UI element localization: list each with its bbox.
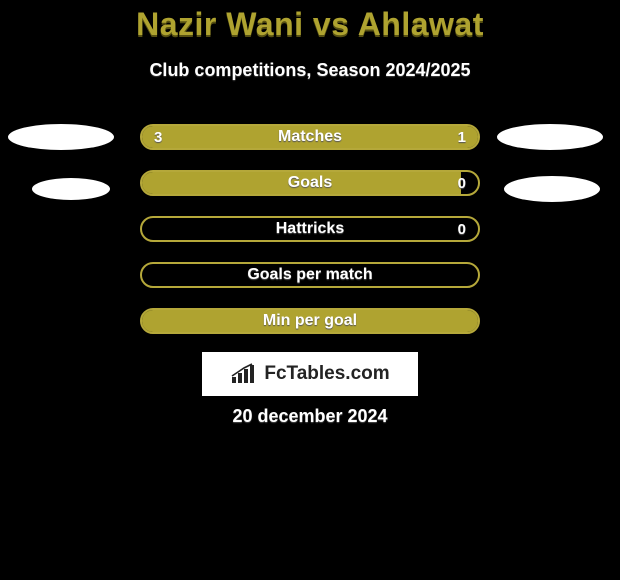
stat-row-goals: Goals 0 <box>140 170 480 196</box>
stat-value-left <box>142 264 166 286</box>
date-text: 20 december 2024 <box>0 406 620 427</box>
stat-row-min-per-goal: Min per goal <box>140 308 480 334</box>
bar-chart-icon <box>230 363 258 385</box>
stat-label: Hattricks <box>142 218 478 240</box>
stat-row-matches: 3 Matches 1 <box>140 124 480 150</box>
page-title: Nazir Wani vs Ahlawat <box>0 6 620 43</box>
stat-fill-left <box>142 172 461 194</box>
stat-label: Goals per match <box>142 264 478 286</box>
stat-value-left <box>142 218 166 240</box>
left-team-logo-placeholder <box>8 124 114 150</box>
page-subtitle: Club competitions, Season 2024/2025 <box>0 60 620 81</box>
stat-value-right <box>454 264 478 286</box>
stat-fill-left <box>142 126 394 148</box>
right-team-logo-placeholder-small <box>504 176 600 202</box>
stat-fill-left <box>142 310 478 332</box>
stat-row-hattricks: Hattricks 0 <box>140 216 480 242</box>
stat-row-goals-per-match: Goals per match <box>140 262 480 288</box>
left-team-logo-placeholder-small <box>32 178 110 200</box>
stat-rows: 3 Matches 1 Goals 0 Hattricks 0 Goals pe… <box>140 124 480 354</box>
stat-fill-right <box>394 126 478 148</box>
site-badge-text: FcTables.com <box>264 363 389 385</box>
site-badge: FcTables.com <box>202 352 418 396</box>
stat-value-right: 0 <box>446 218 478 240</box>
right-team-logo-placeholder <box>497 124 603 150</box>
